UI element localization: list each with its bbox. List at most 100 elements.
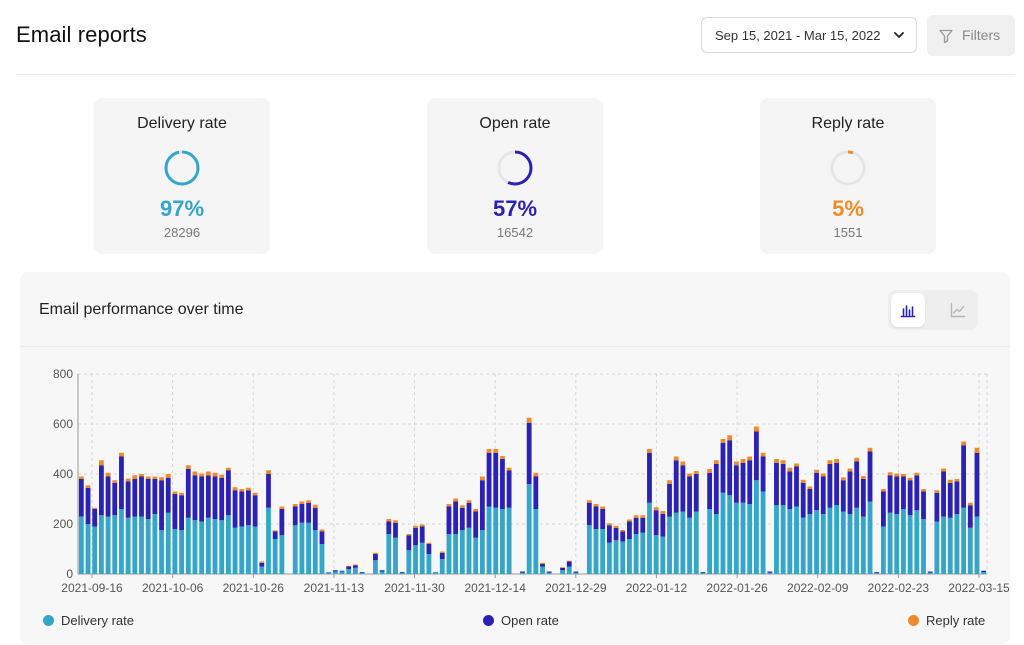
bar-segment-delivery [660,536,666,574]
bar-segment-reply [165,474,171,478]
bar-segment-open [225,470,231,516]
bar-segment-reply [560,567,565,568]
legend-delivery-rate[interactable]: Delivery rate [43,613,134,628]
bar-segment-delivery [292,525,298,574]
bar-segment-delivery [419,542,425,574]
bar-view-button[interactable] [891,293,925,327]
chevron-down-icon [894,32,904,38]
bar-segment-open [473,511,479,538]
bar-segment-delivery [152,514,158,574]
bar-segment-reply [914,472,920,476]
bar-segment-delivery [540,566,545,574]
bar-segment-open [199,476,205,522]
bar-segment-open [907,480,913,516]
bar-segment-reply [312,504,318,508]
bar-segment-delivery [613,540,619,574]
bar-segment-reply [453,498,459,502]
bar-segment-open [867,451,873,502]
legend-open-rate[interactable]: Open rate [483,613,559,628]
card-percent: 97% [159,196,205,221]
bar-segment-open [506,470,512,508]
bar-segment-reply [901,474,906,477]
bar-segment-open [820,476,826,514]
bar-segment-reply [687,473,692,477]
bar-segment-delivery [627,539,632,574]
bar-segment-reply [880,489,886,492]
bar-segment-delivery [306,522,311,574]
bar-segment-open [546,571,552,573]
bar-segment-open [165,477,171,513]
bar-segment-open [119,456,124,509]
filters-button[interactable]: Filters [927,15,1015,56]
bar-segment-open [794,466,799,507]
bar-segment-open [573,571,579,573]
bar-segment-reply [105,472,111,477]
bar-segment-reply [413,525,418,528]
bar-segment-open [974,452,980,517]
y-tick-label: 800 [53,367,73,381]
bar-segment-open [901,476,906,509]
bar-segment-open [526,422,532,484]
x-tick-label: 2022-02-09 [787,581,849,595]
bar-segment-open [393,522,398,538]
bar-segment-reply [225,467,231,471]
bar-segment-open [386,521,392,534]
bar-segment-open [613,527,619,541]
bar-segment-delivery [640,532,646,574]
card-label: Open rate [479,115,551,132]
bar-segment-reply [867,447,873,452]
bar-segment-delivery [740,502,746,574]
bar-segment-delivery [713,514,719,574]
bar-segment-reply [606,523,612,526]
bar-segment-reply [172,491,178,494]
bar-segment-open [687,476,692,518]
bar-segment-delivery [941,516,946,574]
bar-segment-reply [319,529,325,532]
bar-segment-delivery [606,542,612,574]
card-percent: 57% [492,196,538,221]
bar-segment-delivery [473,537,479,574]
x-tick-label: 2021-12-14 [464,581,526,595]
bar-segment-reply [185,465,191,469]
bar-segment-open [727,440,733,496]
bar-segment-open [633,517,639,534]
legend-reply-rate[interactable]: Reply rate [908,613,985,628]
bar-segment-delivery [159,530,164,574]
bar-segment-delivery [854,507,860,574]
bar-segment-delivery [907,515,913,574]
delivery-rate-card: Delivery rate 97% 28296 [94,98,270,254]
bar-segment-open [205,475,211,518]
legend-label: Reply rate [926,613,986,628]
bar-segment-open [105,476,111,517]
bar-segment-delivery [727,495,733,574]
bar-segment-open [733,465,739,503]
bar-segment-delivery [586,525,592,574]
bar-segment-open [486,452,492,507]
date-range-picker[interactable]: Sep 15, 2021 - Mar 15, 2022 [701,17,917,53]
bar-segment-delivery [860,516,866,574]
bar-segment-reply [693,471,699,474]
bar-segment-open [433,572,438,573]
bar-segment-open [266,474,271,508]
bar-segment-open [326,572,332,573]
bar-segment-reply [974,447,980,453]
bar-segment-delivery [406,550,412,574]
bar-segment-reply [439,551,445,553]
bar-segment-delivery [105,516,111,574]
legend-label: Open rate [501,613,559,628]
bar-segment-delivery [593,529,599,574]
bar-segment-reply [272,530,278,532]
bar-segment-delivery [92,526,98,574]
bar-segment-reply [479,476,485,481]
bar-segment-delivery [620,541,626,574]
y-tick-label: 200 [53,517,73,531]
bar-segment-open [967,505,973,528]
bar-segment-open [914,475,920,511]
bar-segment-delivery [326,572,332,574]
bar-segment-open [947,482,953,518]
bar-segment-open [760,456,766,492]
bar-segment-open [373,554,378,561]
line-view-button[interactable] [941,293,975,327]
bar-segment-open [934,492,940,522]
bar-segment-reply [373,552,378,554]
